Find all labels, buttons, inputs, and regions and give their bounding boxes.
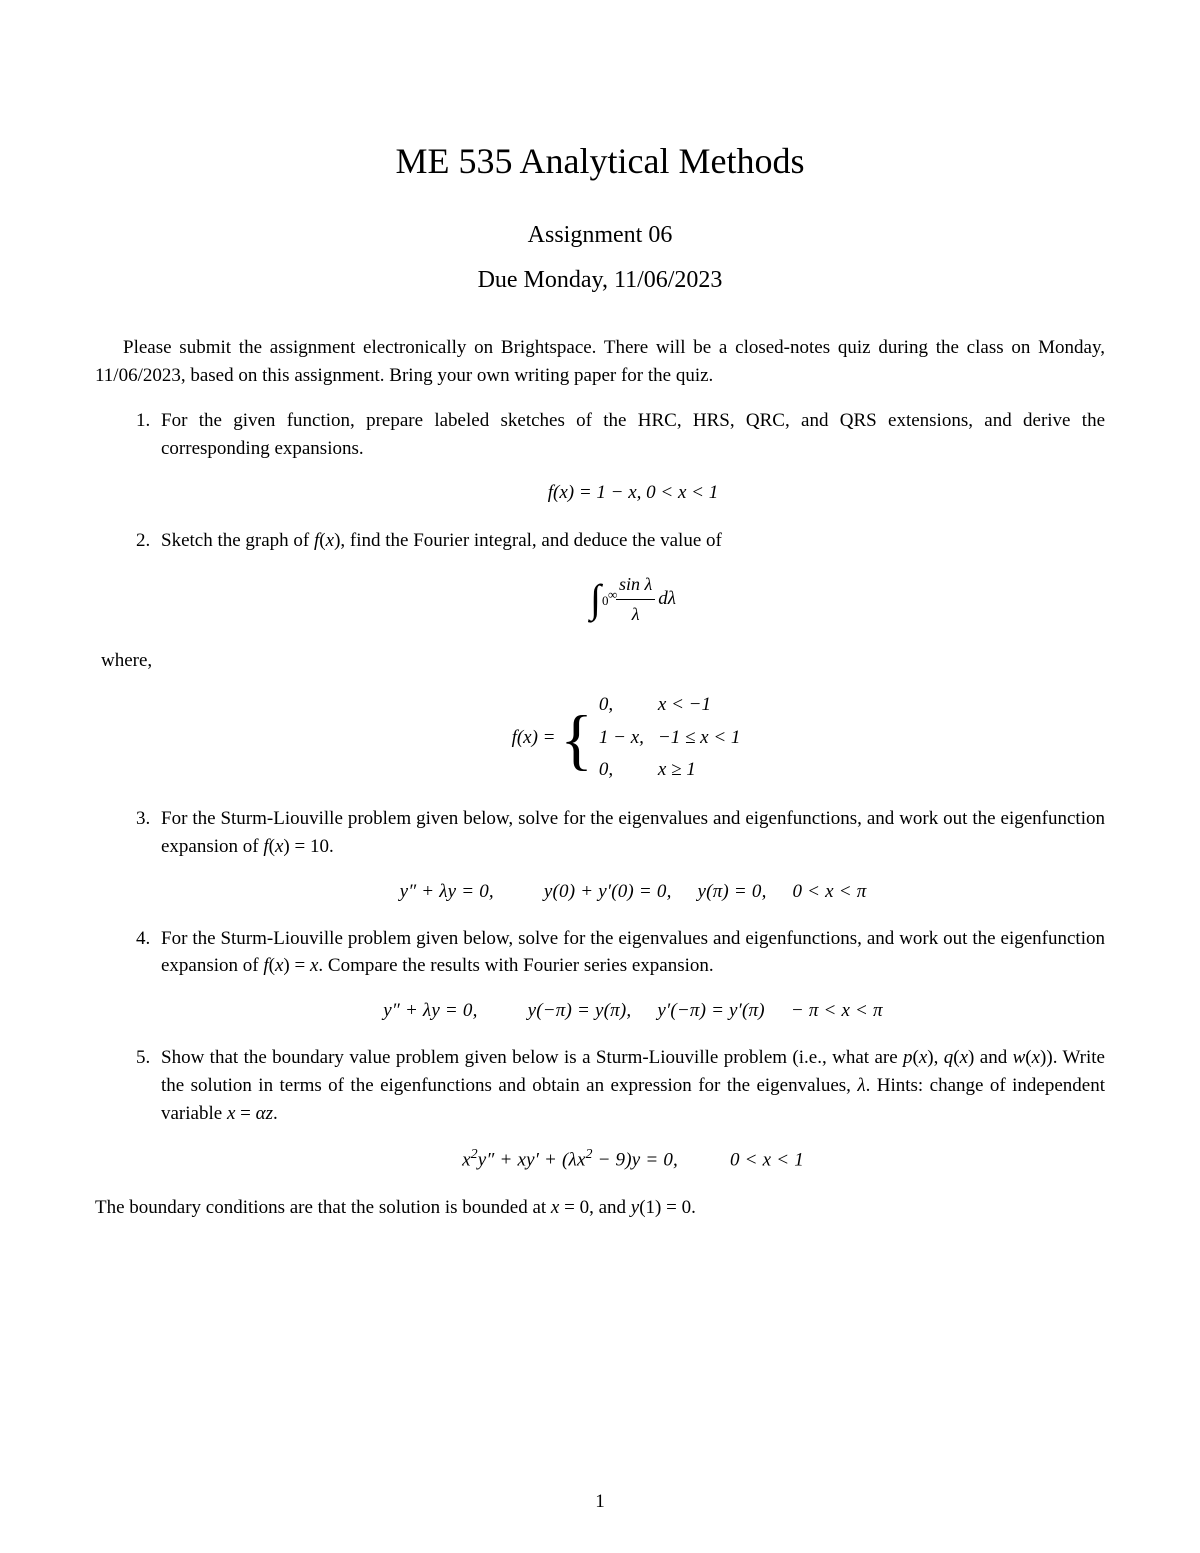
problems-list: For the given function, prepare labeled … [95, 407, 1105, 1176]
course-title: ME 535 Analytical Methods [95, 140, 1105, 182]
page: ME 535 Analytical Methods Assignment 06 … [0, 0, 1200, 1553]
problem-2-integral: ∫ ∞ 0 sin λ λ dλ [161, 570, 1105, 629]
piecewise-table: 0,x < −1 1 − x,−1 ≤ x < 1 0,x ≥ 1 [599, 690, 755, 787]
page-number: 1 [0, 1491, 1200, 1513]
problem-4-text: For the Sturm-Liouville problem given be… [161, 928, 1105, 977]
problem-4-equation: y″ + λy = 0,y(−π) = y(π),y′(−π) = y′(π)−… [161, 996, 1105, 1026]
assignment-label: Assignment 06 [95, 222, 1105, 249]
problem-2-piecewise: f(x) = { 0,x < −1 1 − x,−1 ≤ x < 1 0,x ≥… [161, 690, 1105, 787]
problem-1-equation: f(x) = 1 − x, 0 < x < 1 [161, 478, 1105, 508]
due-line: Due Monday, 11/06/2023 [95, 267, 1105, 294]
fraction: sin λ λ [616, 570, 655, 629]
problem-2-text: Sketch the graph of f(x), find the Fouri… [161, 530, 722, 551]
problem-2: Sketch the graph of f(x), find the Fouri… [155, 527, 1105, 788]
problem-5: Show that the boundary value problem giv… [155, 1044, 1105, 1175]
problem-3-text: For the Sturm-Liouville problem given be… [161, 808, 1105, 857]
problem-3: For the Sturm-Liouville problem given be… [155, 805, 1105, 906]
problem-1-text: For the given function, prepare labeled … [161, 410, 1105, 459]
problem-1: For the given function, prepare labeled … [155, 407, 1105, 508]
problem-4: For the Sturm-Liouville problem given be… [155, 925, 1105, 1026]
problem-3-equation: y″ + λy = 0,y(0) + y′(0) = 0,y(π) = 0,0 … [161, 877, 1105, 907]
problem-5-text: Show that the boundary value problem giv… [161, 1047, 1105, 1123]
left-brace-icon: { [560, 705, 593, 773]
closing-line: The boundary conditions are that the sol… [95, 1194, 1105, 1222]
where-label: where, [101, 647, 1105, 675]
integral-sign-icon: ∫ ∞ 0 [590, 579, 601, 619]
intro-paragraph: Please submit the assignment electronica… [95, 334, 1105, 389]
problem-5-equation: x2y″ + xy′ + (λx2 − 9)y = 0,0 < x < 1 [161, 1143, 1105, 1176]
